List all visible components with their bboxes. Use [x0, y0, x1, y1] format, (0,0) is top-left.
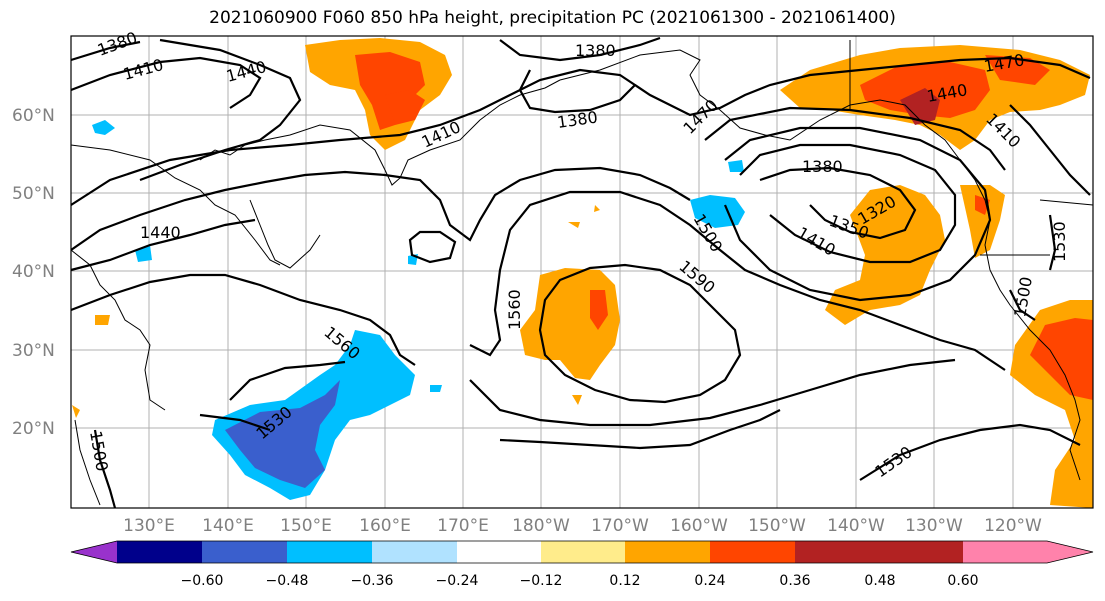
- lat-tick-label: 50°N: [12, 184, 55, 204]
- lon-tick-label: 130°W: [905, 516, 963, 536]
- colorbar-max-extension: [963, 541, 1093, 563]
- lon-tick-label: 170°E: [437, 516, 489, 536]
- figure-title: 2021060900 F060 850 hPa height, precipit…: [209, 8, 896, 28]
- colorbar-tick-labels: −0.60 −0.48 −0.36 −0.24 −0.12 0.12 0.24 …: [181, 573, 979, 589]
- colorbar-segment: [202, 541, 287, 563]
- lon-tick-label: 170°W: [591, 516, 649, 536]
- lon-tick-label: 120°W: [984, 516, 1042, 536]
- lon-tick-label: 140°W: [827, 516, 885, 536]
- contour-label: 1440: [140, 223, 181, 242]
- colorbar-segment: [457, 541, 541, 563]
- colorbar: −0.60 −0.48 −0.36 −0.24 −0.12 0.12 0.24 …: [70, 540, 1094, 589]
- contour-label: 1380: [575, 41, 616, 60]
- colorbar-tick-label: −0.12: [520, 573, 563, 589]
- lon-tick-label: 150°W: [748, 516, 806, 536]
- lat-tick-label: 20°N: [12, 419, 55, 439]
- colorbar-tick-label: −0.60: [181, 573, 224, 589]
- lon-tick-label: 160°W: [670, 516, 728, 536]
- colorbar-segment: [117, 541, 202, 563]
- precip-positive-shading: [72, 38, 1093, 508]
- colorbar-segment: [880, 541, 963, 563]
- latitude-tick-labels: 60°N 50°N 40°N 30°N 20°N: [12, 106, 55, 439]
- colorbar-tick-label: 0.12: [609, 573, 640, 589]
- colorbar-segment: [795, 541, 880, 563]
- colorbar-segment: [287, 541, 372, 563]
- colorbar-min-extension: [71, 541, 117, 563]
- colorbar-tick-label: −0.48: [266, 573, 309, 589]
- colorbar-tick-label: −0.36: [351, 573, 394, 589]
- lon-tick-label: 150°E: [280, 516, 332, 536]
- contour-label: 1380: [802, 157, 843, 176]
- colorbar-segment: [541, 541, 625, 563]
- colorbar-outline: [70, 540, 1094, 564]
- contour-label: 1530: [1050, 221, 1069, 262]
- colorbar-segment: [372, 541, 457, 563]
- lon-tick-label: 180°W: [512, 516, 570, 536]
- colorbar-segment: [625, 541, 710, 563]
- lon-tick-label: 130°E: [123, 516, 175, 536]
- lon-tick-label: 140°E: [202, 516, 254, 536]
- map-frame: [70, 35, 1094, 509]
- lat-tick-label: 40°N: [12, 262, 55, 282]
- colorbar-segment: [710, 541, 795, 563]
- colorbar-tick-label: 0.60: [947, 573, 978, 589]
- height-contours: [70, 36, 1091, 509]
- colorbar-tick-label: 0.36: [779, 573, 810, 589]
- lon-tick-label: 160°E: [359, 516, 411, 536]
- colorbar-tick-label: −0.24: [436, 573, 479, 589]
- contour-label: 1560: [505, 289, 524, 330]
- lat-tick-label: 30°N: [12, 341, 55, 361]
- coastlines: [70, 40, 1094, 506]
- longitude-tick-labels: 130°E 140°E 150°E 160°E 170°E 180°W 170°…: [123, 516, 1042, 536]
- colorbar-tick-label: 0.48: [864, 573, 895, 589]
- colorbar-tick-label: 0.24: [694, 573, 725, 589]
- lat-tick-label: 60°N: [12, 106, 55, 126]
